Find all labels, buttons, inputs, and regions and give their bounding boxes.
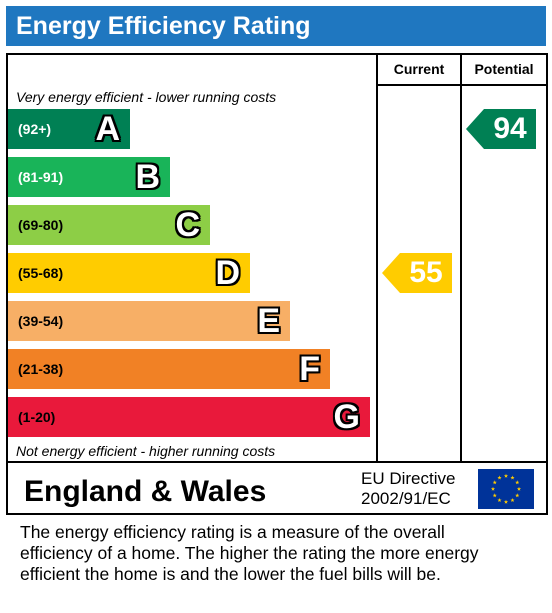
flag-star — [497, 475, 502, 480]
divider-current — [376, 55, 378, 463]
band-f: (21-38) F — [8, 349, 330, 389]
band-g: (1-20) G — [8, 397, 370, 437]
title-bar: Energy Efficiency Rating — [6, 6, 546, 46]
flag-star — [490, 486, 496, 491]
band-e: (39-54) E — [8, 301, 290, 341]
eu-flag-icon — [478, 469, 534, 509]
band-range: (69-80) — [18, 217, 64, 233]
current-rating-arrow: 55 — [382, 253, 452, 293]
eu-directive-line2: 2002/91/EC — [361, 489, 451, 508]
band-a: (92+) A — [8, 109, 130, 149]
band-range: (39-54) — [18, 313, 64, 329]
flag-star — [515, 493, 520, 498]
band-range: (55-68) — [18, 265, 64, 281]
band-d: (55-68) D — [8, 253, 250, 293]
flag-star — [510, 498, 515, 503]
flag-star — [492, 493, 497, 498]
flag-star — [515, 480, 520, 485]
eu-directive: EU Directive 2002/91/EC — [361, 469, 455, 509]
footer-line-1: The energy efficiency rating is a measur… — [20, 522, 445, 542]
divider-potential — [460, 55, 462, 463]
flag-star — [510, 475, 515, 480]
band-range: (1-20) — [18, 409, 56, 425]
footer-line-2: efficiency of a home. The higher the rat… — [20, 543, 479, 563]
band-c: (69-80) C — [8, 205, 210, 245]
column-header-current: Current — [393, 61, 445, 77]
band-letter: C — [175, 206, 200, 244]
band-range: (81-91) — [18, 169, 64, 185]
header-underline — [376, 84, 546, 86]
chart-title: Energy Efficiency Rating — [16, 12, 311, 40]
potential-rating-arrow: 94 — [466, 109, 536, 149]
band-letter: D — [215, 254, 240, 292]
top-caption: Very energy efficient - lower running co… — [16, 89, 277, 105]
flag-star — [492, 480, 497, 485]
band-b: (81-91) B — [8, 157, 170, 197]
current-rating-value: 55 — [409, 256, 443, 289]
flag-star — [497, 498, 502, 503]
column-header-potential: Potential — [474, 61, 534, 77]
potential-rating-value: 94 — [493, 112, 527, 145]
flag-star — [516, 486, 522, 491]
band-letter: A — [95, 110, 120, 148]
footer-text: The energy efficiency rating is a measur… — [20, 522, 540, 585]
eu-directive-line1: EU Directive — [361, 469, 456, 488]
flag-star — [503, 499, 509, 504]
band-letter: F — [299, 350, 320, 388]
footer-line-3: efficient the home is and the lower the … — [20, 564, 441, 584]
footer-divider — [8, 461, 546, 463]
band-letter: B — [135, 158, 160, 196]
band-range: (92+) — [18, 121, 52, 137]
rating-table: Current Potential Very energy efficient … — [6, 53, 548, 515]
region-label: England & Wales — [24, 475, 267, 508]
band-range: (21-38) — [18, 361, 64, 377]
bottom-caption: Not energy efficient - higher running co… — [16, 443, 276, 459]
band-letter: E — [257, 302, 280, 340]
band-letter: G — [333, 398, 360, 436]
flag-star — [503, 473, 509, 478]
